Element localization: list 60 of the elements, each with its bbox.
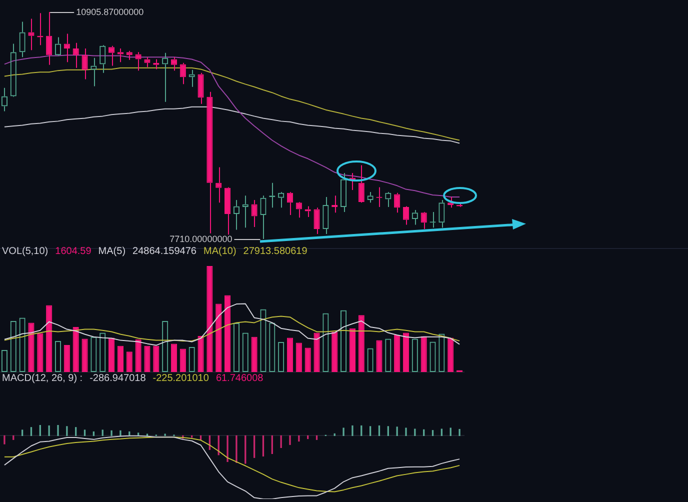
bar: [144, 346, 150, 372]
candlestick: [180, 62, 186, 85]
bar: [394, 335, 400, 372]
candlestick: [314, 207, 320, 235]
bar: [216, 304, 222, 372]
bar: [126, 352, 132, 372]
bar: [304, 348, 311, 372]
bar: [64, 344, 70, 372]
candlestick: [135, 52, 142, 72]
candlestick: [216, 166, 222, 204]
bar: [180, 348, 186, 372]
text: 61.746008: [216, 373, 264, 384]
bar: [28, 322, 34, 372]
text: 1604.59: [55, 246, 92, 257]
bar: [448, 338, 454, 372]
candlestick: [46, 12, 52, 66]
annotation: 7710.00000000: [170, 234, 232, 244]
bar: [82, 338, 88, 372]
text: -286.947018: [90, 373, 146, 384]
bar: [349, 328, 356, 372]
bar: [72, 326, 79, 372]
chart-title: MACD(12, 26, 9) :: [2, 373, 83, 384]
text: MA(5): [98, 246, 126, 257]
candlestick: [402, 206, 410, 226]
bar: [332, 332, 338, 372]
candlestick: [144, 56, 150, 68]
bar: [358, 315, 364, 372]
bar: [153, 346, 160, 372]
bar: [251, 336, 258, 372]
candlestick: [72, 42, 79, 68]
candlestick: [198, 72, 204, 104]
candlestick: [224, 188, 231, 236]
bar: [206, 266, 213, 372]
candlestick: [206, 91, 213, 234]
text: 24864.159476: [132, 246, 196, 257]
text: -225.201010: [152, 373, 209, 384]
candlestick: [28, 18, 34, 51]
bar: [170, 344, 178, 372]
chart-title: VOL(5,10): [2, 246, 48, 257]
bar: [108, 338, 115, 372]
bar: [135, 339, 142, 372]
bar: [376, 340, 382, 372]
bar: [286, 338, 294, 372]
bar: [402, 332, 410, 372]
candlestick: [82, 48, 88, 80]
candlestick: [296, 202, 302, 218]
text: 27913.580619: [243, 246, 308, 257]
bar: [37, 333, 44, 372]
bar: [224, 295, 231, 372]
text: MA(10): [204, 246, 236, 257]
bar: [314, 332, 320, 372]
candlestick: [394, 192, 400, 214]
bar: [117, 346, 124, 372]
bar: [46, 305, 52, 372]
candlestick: [126, 50, 132, 60]
candlestick: [251, 199, 258, 228]
bar: [198, 336, 204, 372]
annotation: 10905.87000000: [76, 6, 144, 17]
bar: [420, 336, 427, 372]
bar: [296, 342, 302, 372]
